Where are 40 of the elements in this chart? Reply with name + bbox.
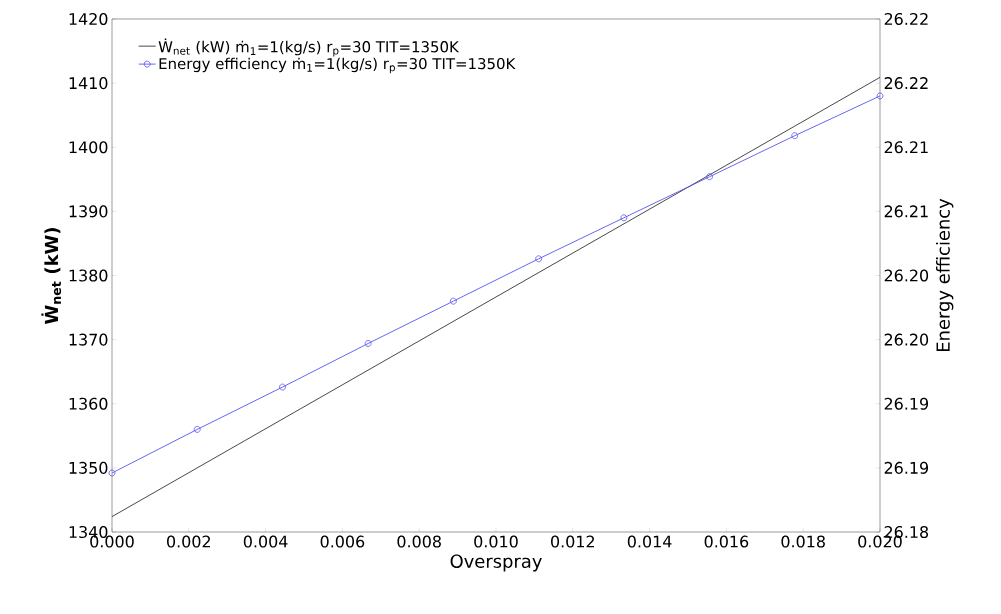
y-tick-label: 1400	[69, 141, 108, 154]
x-tick-label: 0.006	[320, 535, 365, 548]
legend-label: Energy efficiency ṁ$_{1}$=1(kg/s) r$_{p}$=30 TIT=1350K	[159, 57, 516, 74]
point	[364, 340, 372, 347]
y-tick-label: 1390	[69, 205, 108, 218]
y2-tick-label: 26.21	[884, 205, 928, 218]
x-tick-label: 0.004	[243, 535, 288, 548]
x-tick-label: 0.016	[704, 535, 749, 548]
x-tick-label: 0.014	[627, 535, 672, 548]
x-tick-label: 0.012	[551, 535, 595, 548]
y2-tick-label: 26.19	[884, 461, 929, 474]
y2-tick-label: 26.20	[884, 269, 929, 282]
point	[706, 173, 713, 181]
x-tick-label: 0.002	[167, 535, 211, 548]
y-tick-label: 1360	[69, 397, 108, 410]
point	[791, 132, 799, 140]
y2-tick-label: 26.21	[884, 141, 928, 154]
text: Ẇ$_{net}$ (kW)	[41, 228, 62, 324]
y2-tick-label: 26.20	[884, 333, 929, 346]
legend-label: Ẇ$_{net}$ (kW) ṁ$_{1}$=1(kg/s) r$_{p}$=30 TIT=1350K	[158, 38, 460, 57]
x-tick-label: 0.018	[781, 535, 825, 548]
point	[193, 426, 201, 433]
point	[620, 214, 628, 222]
point	[535, 255, 543, 263]
point	[108, 469, 116, 477]
y2-axis-title: Energy efficiency	[936, 198, 954, 352]
x-axis-title: Overspray	[450, 554, 542, 572]
x-tick-label: 0.008	[397, 535, 441, 548]
point	[876, 92, 884, 100]
y-tick-label: 1420	[69, 12, 108, 26]
point	[279, 383, 286, 391]
y2-tick-label: 26.22	[884, 12, 928, 26]
y-tick-label: 1410	[69, 77, 108, 90]
y2-tick-label: 26.22	[884, 77, 928, 90]
y-tick-label: 1380	[69, 269, 108, 282]
point	[449, 297, 457, 305]
y-tick-label: 1370	[69, 333, 108, 346]
x-tick-label: 0.010	[474, 535, 518, 548]
y-tick-label: 1350	[69, 461, 108, 474]
y2-tick-label: 26.19	[884, 397, 929, 410]
